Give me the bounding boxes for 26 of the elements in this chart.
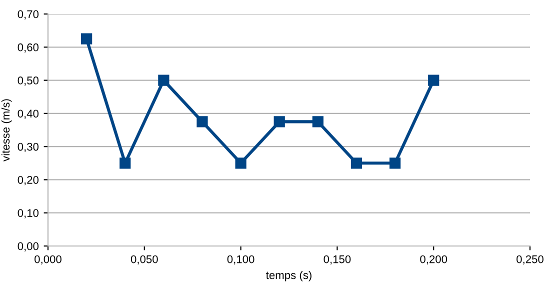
point: [81, 33, 92, 44]
y-tick-label: 0,10: [18, 209, 39, 218]
x-tick-label: 0,050: [130, 255, 158, 264]
point: [428, 74, 440, 86]
point: [350, 158, 362, 169]
y-tick-label: 0,50: [18, 76, 39, 86]
x-tick-label: 0,100: [227, 255, 254, 264]
point: [120, 158, 131, 169]
y-tick-label: 0,70: [18, 10, 39, 20]
point: [312, 116, 324, 128]
point: [389, 158, 401, 169]
y-tick-label: 0,30: [18, 142, 39, 152]
x-tick-label: 0,200: [420, 255, 448, 264]
point: [235, 158, 246, 169]
x-tick-label: 0,000: [34, 255, 62, 264]
y-tick-label: 0,60: [18, 43, 39, 53]
y-tick-label: 0,20: [18, 176, 39, 186]
x-axis-title: temps (s): [266, 270, 312, 282]
point: [274, 116, 285, 128]
y-tick-label: 0,40: [18, 110, 39, 119]
x-tick-label: 0,250: [516, 255, 544, 264]
point: [196, 116, 208, 128]
y-axis-title: vitesse (m/s): [1, 99, 12, 162]
point: [158, 74, 170, 86]
y-tick-label: 0,00: [18, 242, 39, 252]
x-tick-label: 0,150: [324, 255, 351, 264]
